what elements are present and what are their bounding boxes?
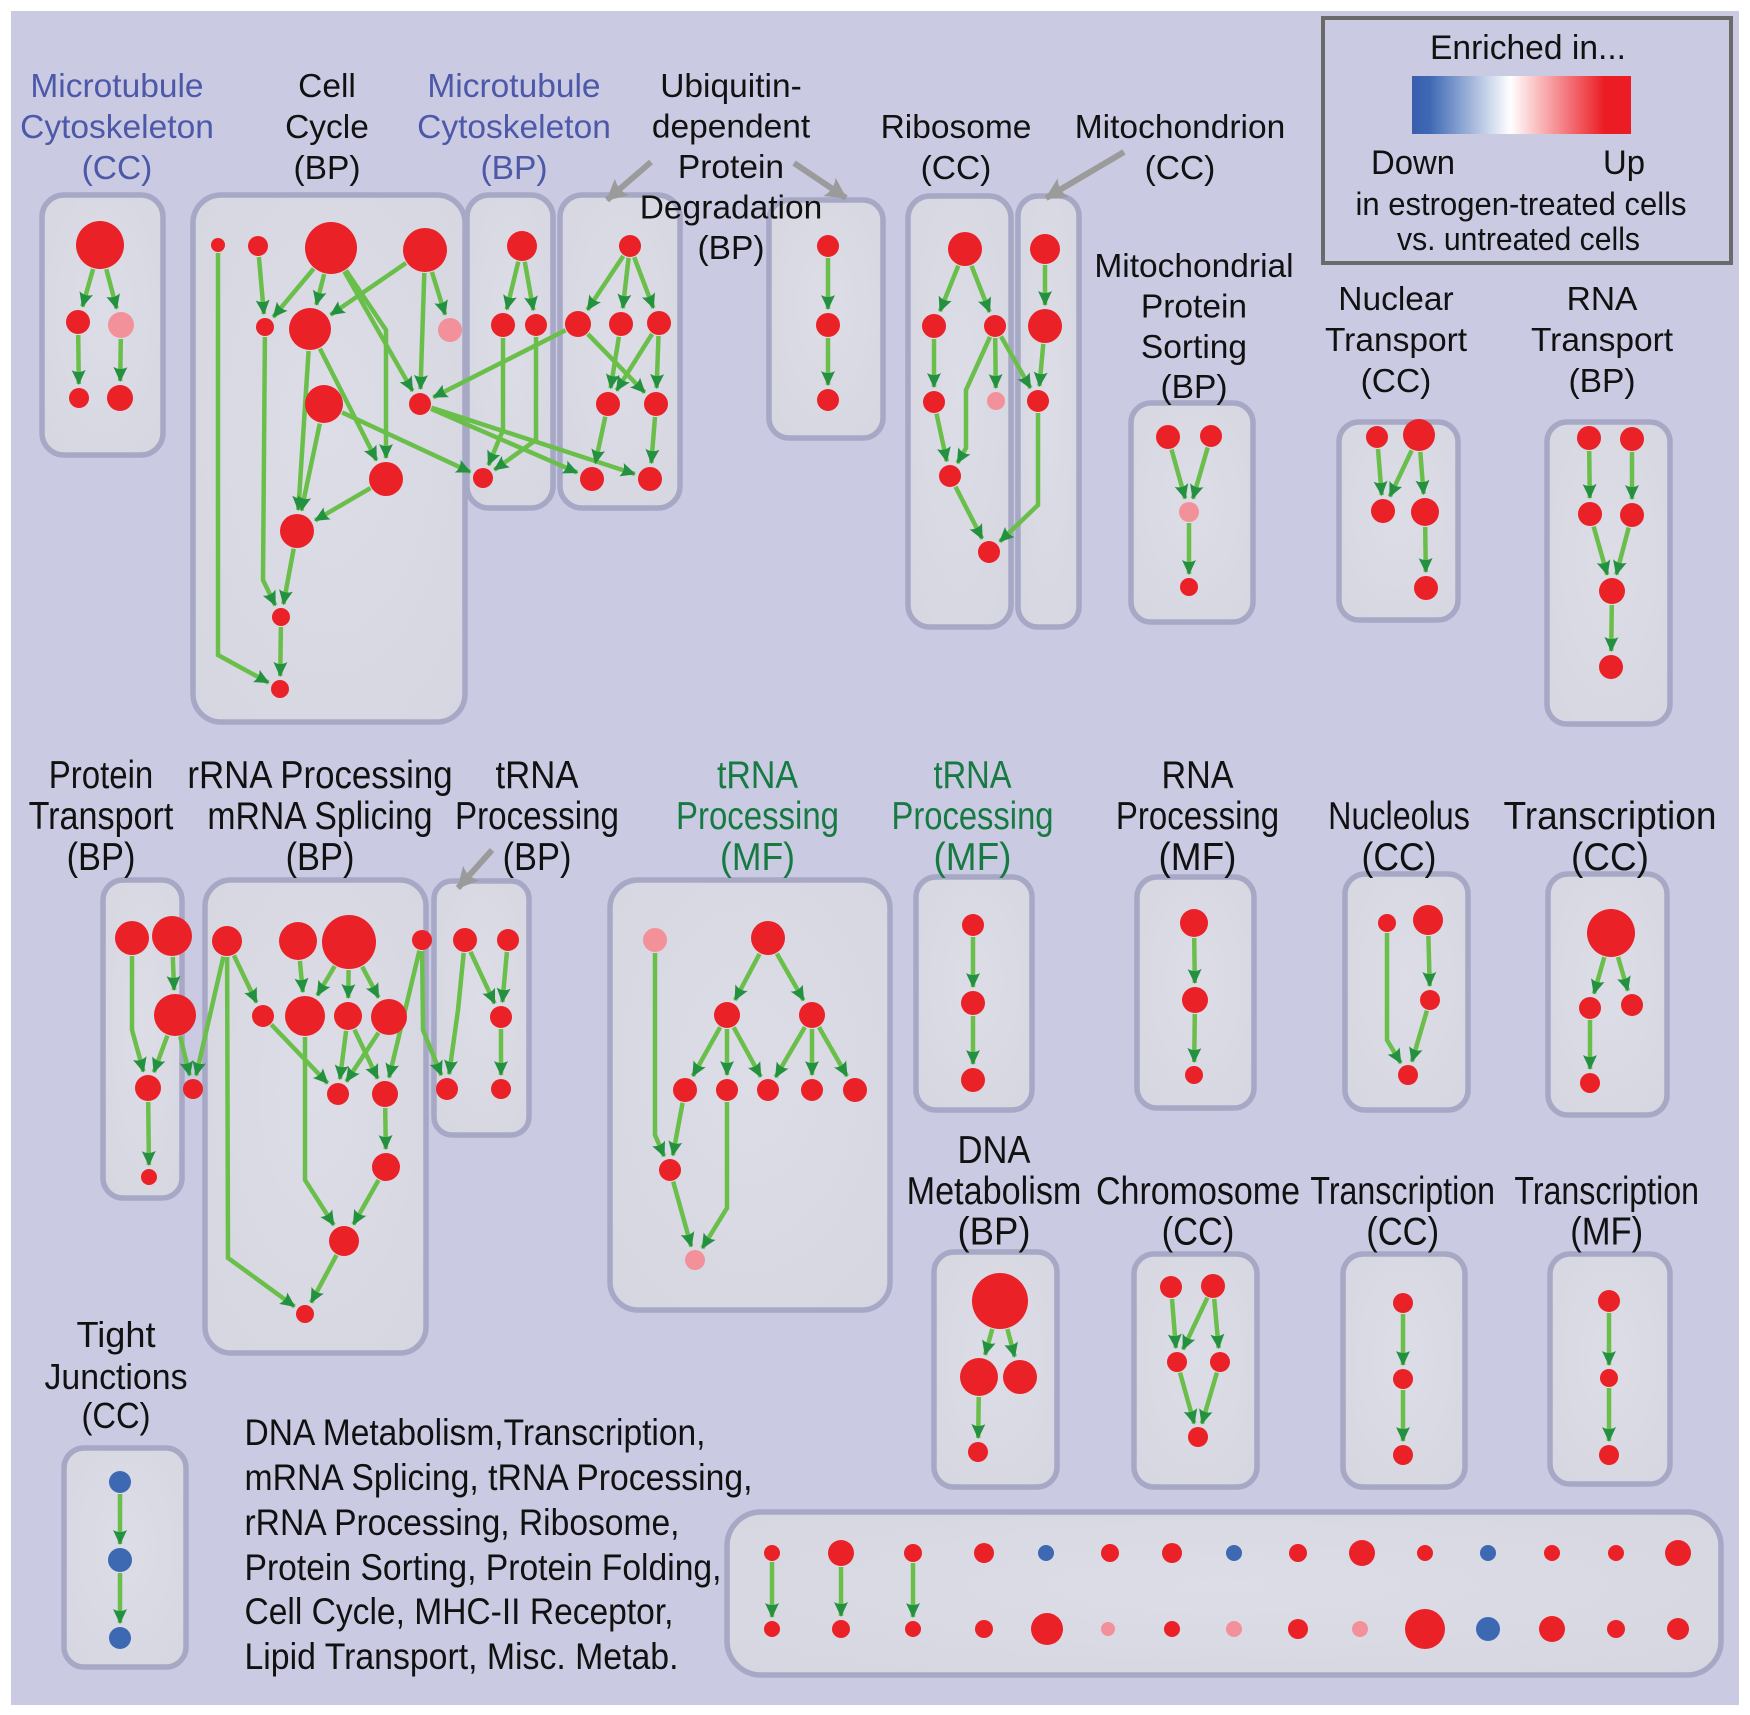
svg-text:mRNA Splicing, tRNA Processing: mRNA Splicing, tRNA Processing, (245, 1456, 753, 1498)
svg-text:Enriched in...: Enriched in... (1430, 29, 1626, 67)
svg-text:Microtubule: Microtubule (30, 68, 203, 105)
svg-text:Processing: Processing (676, 795, 839, 838)
svg-text:tRNA: tRNA (717, 754, 798, 797)
svg-text:Microtubule: Microtubule (427, 68, 600, 105)
svg-text:Transcription: Transcription (1514, 1170, 1699, 1213)
svg-text:(CC): (CC) (82, 150, 153, 187)
svg-text:(CC): (CC) (1145, 150, 1216, 187)
svg-text:dependent: dependent (652, 109, 811, 146)
svg-text:Lipid Transport, Misc. Metab.: Lipid Transport, Misc. Metab. (245, 1635, 679, 1677)
svg-text:in estrogen-treated cells: in estrogen-treated cells (1356, 186, 1687, 222)
svg-text:(CC): (CC) (1362, 836, 1437, 879)
svg-text:(BP): (BP) (1161, 369, 1228, 406)
svg-text:Tight: Tight (77, 1314, 156, 1355)
svg-text:tRNA: tRNA (934, 754, 1012, 797)
svg-text:(CC): (CC) (921, 150, 992, 187)
svg-text:Cell Cycle, MHC-II Receptor,: Cell Cycle, MHC-II Receptor, (245, 1590, 674, 1632)
svg-text:RNA: RNA (1162, 754, 1234, 797)
svg-text:(CC): (CC) (1361, 363, 1432, 400)
svg-text:Processing: Processing (455, 795, 619, 838)
svg-text:tRNA: tRNA (496, 754, 579, 797)
svg-text:(BP): (BP) (1569, 363, 1636, 400)
svg-text:Sorting: Sorting (1141, 329, 1247, 366)
svg-text:Degradation: Degradation (640, 190, 823, 227)
svg-text:Transport: Transport (1531, 322, 1674, 359)
svg-text:Processing: Processing (892, 795, 1054, 838)
svg-text:Cytoskeleton: Cytoskeleton (20, 109, 214, 146)
svg-text:DNA: DNA (958, 1129, 1031, 1172)
svg-text:Up: Up (1603, 144, 1645, 182)
svg-text:(MF): (MF) (934, 836, 1012, 879)
svg-text:Ribosome: Ribosome (881, 109, 1032, 146)
svg-text:(CC): (CC) (1571, 836, 1649, 879)
svg-text:Junctions: Junctions (45, 1356, 188, 1397)
svg-text:Nucleolus: Nucleolus (1328, 795, 1470, 838)
svg-text:Protein Sorting, Protein Foldi: Protein Sorting, Protein Folding, (245, 1546, 722, 1588)
svg-text:Transport: Transport (1325, 322, 1468, 359)
svg-text:Mitochondrion: Mitochondrion (1075, 109, 1285, 146)
svg-text:(BP): (BP) (294, 150, 361, 187)
svg-text:Down: Down (1371, 144, 1455, 182)
svg-text:DNA Metabolism,Transcription,: DNA Metabolism,Transcription, (245, 1411, 706, 1453)
svg-text:Processing: Processing (1116, 795, 1279, 838)
svg-text:(MF): (MF) (720, 836, 795, 879)
svg-text:(CC): (CC) (1162, 1211, 1235, 1254)
svg-text:Ubiquitin-: Ubiquitin- (660, 68, 802, 105)
svg-text:Chromosome: Chromosome (1096, 1170, 1300, 1213)
svg-text:Cell: Cell (298, 68, 356, 105)
svg-text:Cycle: Cycle (285, 109, 369, 146)
svg-text:(BP): (BP) (67, 836, 136, 879)
svg-text:Mitochondrial: Mitochondrial (1094, 248, 1293, 285)
svg-text:Metabolism: Metabolism (907, 1170, 1082, 1213)
svg-text:(BP): (BP) (286, 836, 355, 879)
svg-text:(BP): (BP) (958, 1211, 1031, 1254)
svg-text:rRNA Processing: rRNA Processing (187, 754, 452, 797)
svg-text:(CC): (CC) (82, 1395, 151, 1436)
svg-text:vs. untreated cells: vs. untreated cells (1397, 221, 1640, 257)
svg-text:Protein: Protein (1141, 289, 1247, 326)
svg-text:Protein: Protein (49, 754, 154, 797)
svg-text:(BP): (BP) (503, 836, 572, 879)
svg-text:Transcription: Transcription (1310, 1170, 1495, 1213)
svg-text:Transport: Transport (29, 795, 174, 838)
svg-text:Nuclear: Nuclear (1338, 281, 1453, 318)
svg-text:(MF): (MF) (1570, 1211, 1643, 1254)
svg-text:RNA: RNA (1567, 281, 1638, 318)
svg-text:(BP): (BP) (698, 230, 765, 267)
svg-text:Protein: Protein (678, 149, 784, 186)
svg-text:rRNA Processing, Ribosome,: rRNA Processing, Ribosome, (245, 1501, 680, 1543)
svg-text:mRNA Splicing: mRNA Splicing (207, 795, 432, 838)
svg-text:(CC): (CC) (1366, 1211, 1439, 1254)
svg-text:(BP): (BP) (481, 150, 548, 187)
svg-text:Transcription: Transcription (1504, 795, 1717, 838)
svg-text:(MF): (MF) (1159, 836, 1237, 879)
svg-text:Cytoskeleton: Cytoskeleton (417, 109, 611, 146)
